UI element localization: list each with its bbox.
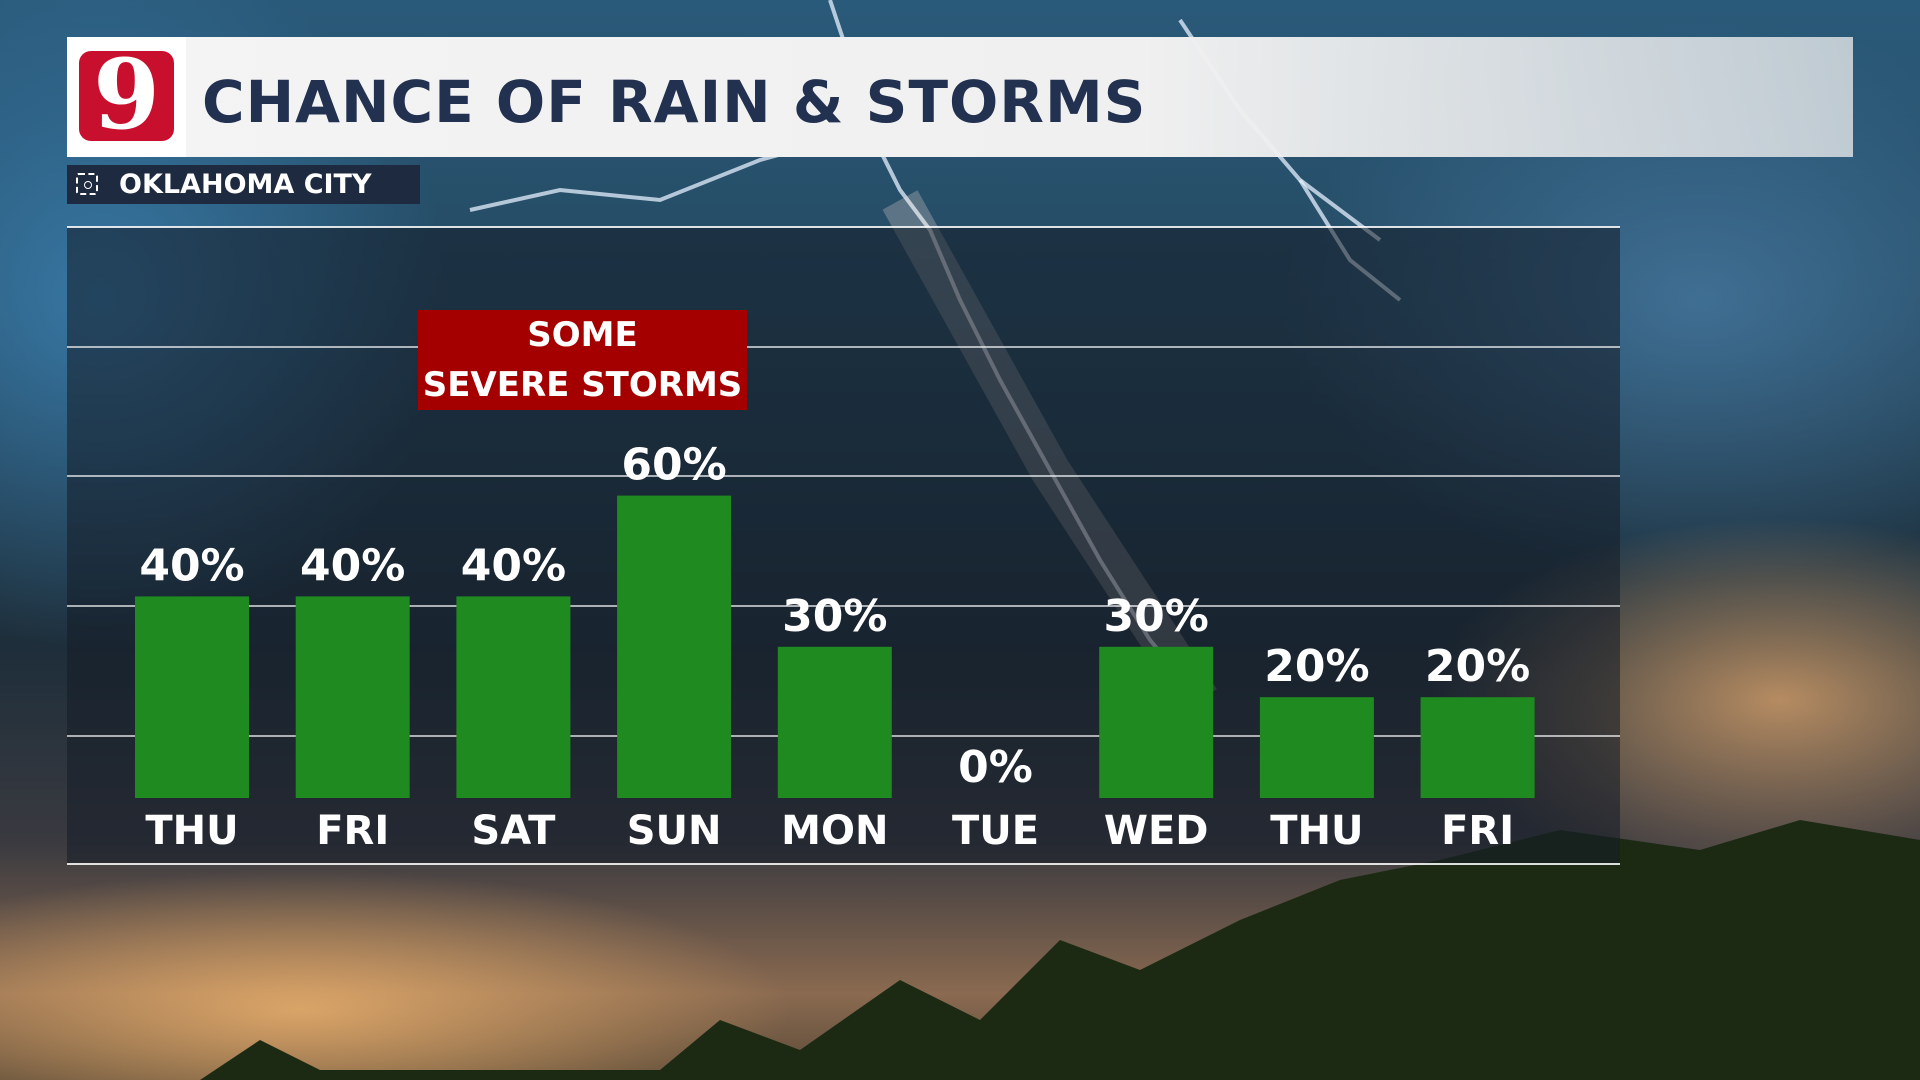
value-label: 40% [461,540,566,591]
channel-9-logo: 9 [67,37,186,157]
treeline [0,820,1920,1080]
callout-line-2: SEVERE STORMS [422,365,743,405]
location-label: OKLAHOMA CITY [119,169,372,200]
callout-line-1: SOME [527,315,638,355]
value-label: 60% [621,440,726,491]
bar [295,596,410,798]
bar [135,596,249,798]
day-label: WED [1104,808,1209,854]
bar [617,495,732,798]
value-label: 20% [1425,641,1530,692]
page-title: CHANCE OF RAIN & STORMS [202,68,1147,136]
bar [1099,646,1214,798]
day-label: MON [781,808,888,854]
value-label: 20% [1264,641,1369,692]
day-label: SAT [471,808,556,854]
location-badge: OKLAHOMA CITY [67,165,420,204]
day-label: FRI [316,808,389,854]
value-label: 40% [300,540,405,591]
value-label: 40% [139,540,244,591]
bar [1259,697,1374,798]
value-label: 0% [958,742,1033,793]
bar [777,646,892,798]
logo-nine: 9 [79,47,174,143]
severe-storms-callout: SOME SEVERE STORMS [418,310,747,410]
bar [1420,697,1535,798]
day-label: THU [145,808,238,854]
bar [456,596,571,798]
day-label: FRI [1441,808,1514,854]
value-label: 30% [1104,591,1209,642]
day-label: TUE [952,808,1039,854]
location-target-icon [76,173,98,195]
value-label: 30% [782,591,887,642]
day-label: THU [1270,808,1363,854]
day-label: SUN [627,808,722,854]
title-bar [67,37,1853,157]
